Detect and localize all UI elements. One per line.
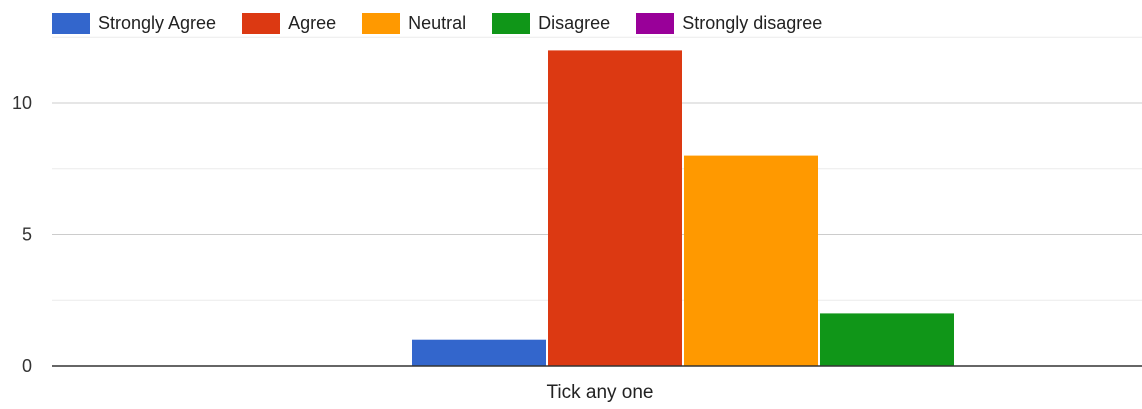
legend-swatch-agree xyxy=(242,12,281,34)
legend-item-neutral[interactable]: Neutral xyxy=(362,12,467,34)
legend-swatch-neutral xyxy=(362,12,401,34)
bar-disagree[interactable] xyxy=(820,313,954,366)
legend-item-strongly-disagree[interactable]: Strongly disagree xyxy=(636,12,823,34)
x-category-label: Tick any one xyxy=(546,382,653,403)
legend-swatch-strongly-agree xyxy=(52,12,90,34)
legend: Strongly Agree Agree Neutral Disagree St… xyxy=(52,10,848,36)
legend-label-agree: Agree xyxy=(288,12,337,33)
legend-item-agree[interactable]: Agree xyxy=(242,12,337,34)
legend-item-disagree[interactable]: Disagree xyxy=(492,12,611,34)
bars xyxy=(412,50,954,367)
legend-label-disagree: Disagree xyxy=(538,12,611,33)
bar-neutral[interactable] xyxy=(684,155,818,366)
legend-swatch-disagree xyxy=(492,12,531,34)
bar-agree[interactable] xyxy=(548,50,682,367)
y-tick-label: 5 xyxy=(22,225,32,245)
y-tick-labels: 0 5 10 xyxy=(12,93,32,376)
legend-item-strongly-agree[interactable]: Strongly Agree xyxy=(52,12,217,34)
legend-label-strongly-disagree: Strongly disagree xyxy=(682,12,823,33)
y-tick-label: 10 xyxy=(12,93,32,113)
legend-label-strongly-agree: Strongly Agree xyxy=(98,12,217,33)
y-tick-label: 0 xyxy=(22,356,32,376)
legend-swatch-strongly-disagree xyxy=(636,12,675,34)
bar-strongly-agree[interactable] xyxy=(412,339,546,366)
legend-label-neutral: Neutral xyxy=(408,12,467,33)
